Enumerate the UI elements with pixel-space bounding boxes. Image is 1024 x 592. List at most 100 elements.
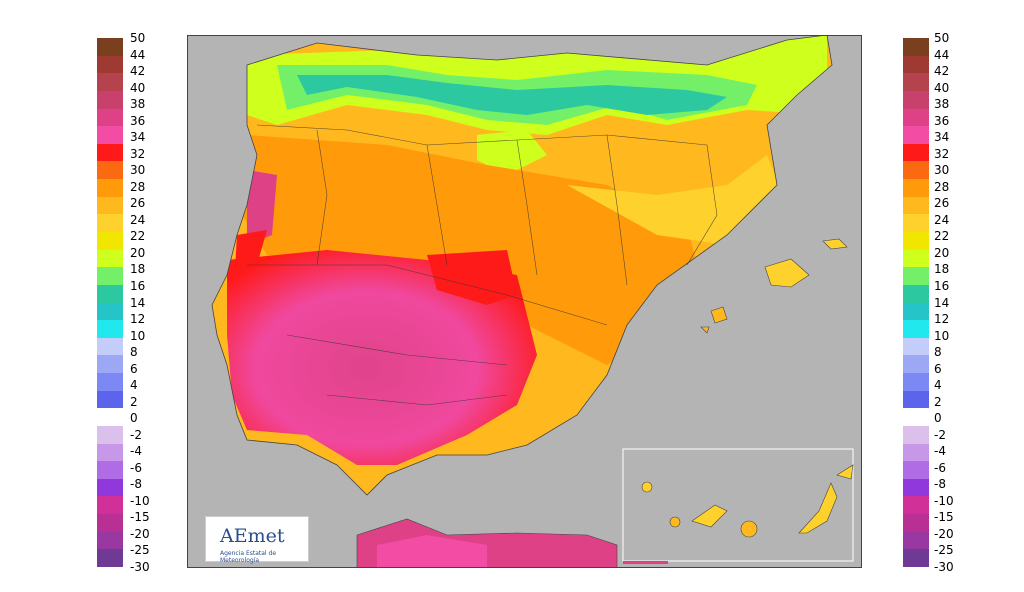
legend-label: 6 — [130, 361, 138, 376]
legend-swatch — [97, 108, 123, 127]
legend-label: 14 — [130, 295, 146, 310]
legend-swatch — [903, 108, 929, 127]
legend-swatch — [903, 179, 929, 198]
legend-swatch — [903, 302, 929, 321]
legend-label: 30 — [934, 163, 950, 178]
legend-swatch — [97, 425, 123, 445]
legend-swatch — [97, 390, 123, 409]
legend-swatch — [97, 373, 123, 392]
legend-label: 2 — [130, 394, 138, 409]
legend-label: 44 — [130, 47, 146, 62]
balearic-islands — [700, 238, 848, 334]
legend-swatch — [903, 408, 929, 427]
legend-label: 38 — [130, 97, 146, 112]
legend-swatch — [903, 249, 929, 268]
legend-label: -20 — [934, 526, 954, 541]
legend-swatch — [97, 337, 123, 356]
legend-swatch — [903, 514, 929, 533]
legend-swatch — [903, 443, 929, 462]
legend-label: 36 — [934, 113, 950, 128]
legend-swatch — [97, 478, 123, 497]
legend-swatch — [97, 443, 123, 462]
region-borders — [247, 124, 718, 406]
legend-swatch — [97, 496, 123, 515]
legend-label: 4 — [130, 378, 138, 393]
legend-label: 32 — [934, 146, 950, 161]
legend-swatch — [97, 284, 123, 303]
legend-swatch — [97, 302, 123, 321]
legend-label: 36 — [130, 113, 146, 128]
legend-swatch — [97, 38, 123, 57]
legend-label: 18 — [934, 262, 950, 277]
legend-swatch — [97, 55, 123, 74]
legend-swatch — [903, 531, 929, 550]
temperature-map — [187, 35, 862, 568]
legend-label: -6 — [130, 460, 142, 475]
legend-swatch — [903, 90, 929, 110]
legend-label: -30 — [934, 560, 954, 574]
legend-swatch — [903, 196, 929, 215]
legend-label: 40 — [130, 80, 146, 95]
legend-swatch — [903, 214, 929, 233]
legend-label: 26 — [130, 196, 146, 211]
legend-label: 28 — [934, 179, 950, 194]
legend-swatch — [97, 461, 123, 480]
legend-label: 10 — [934, 328, 950, 343]
legend-swatch — [97, 196, 123, 215]
legend-swatch — [97, 90, 123, 110]
legend-label: -6 — [934, 460, 946, 475]
legend-swatch — [903, 320, 929, 339]
legend-label: 34 — [934, 130, 950, 145]
legend-label: 14 — [934, 295, 950, 310]
legend-label: 26 — [934, 196, 950, 211]
legend-label: 24 — [130, 212, 146, 227]
legend-swatch — [903, 73, 929, 92]
legend-label: 18 — [130, 262, 146, 277]
legend-swatch — [97, 408, 123, 427]
legend-label: 4 — [934, 378, 942, 393]
legend-swatch — [903, 267, 929, 286]
legend-label: -10 — [130, 493, 150, 508]
canary-islands-inset — [622, 448, 854, 564]
legend-label: 16 — [130, 278, 146, 293]
legend-label: -10 — [934, 493, 954, 508]
legend-label: 6 — [934, 361, 942, 376]
legend-left — [97, 38, 123, 568]
legend-label: 32 — [130, 146, 146, 161]
legend-label: -20 — [130, 526, 150, 541]
legend-label: -8 — [130, 477, 142, 492]
north-africa-hot — [377, 535, 487, 568]
legend-swatch — [903, 337, 929, 356]
legend-swatch — [97, 355, 123, 374]
legend-label: 40 — [934, 80, 950, 95]
legend-label: -30 — [130, 560, 150, 574]
legend-label: -2 — [130, 427, 142, 442]
legend-label: -15 — [130, 510, 150, 525]
legend-swatch — [903, 373, 929, 392]
legend-swatch — [97, 161, 123, 180]
legend-swatch — [97, 249, 123, 268]
legend-swatch — [903, 496, 929, 515]
legend-label: 42 — [130, 64, 146, 79]
legend-label: 12 — [130, 312, 146, 327]
legend-swatch — [903, 231, 929, 251]
legend-label: 28 — [130, 179, 146, 194]
legend-label: 8 — [130, 345, 138, 360]
legend-label: 10 — [130, 328, 146, 343]
legend-label: 30 — [130, 163, 146, 178]
aemet-logo-text: AEmet — [220, 525, 285, 547]
legend-label: -4 — [130, 444, 142, 459]
legend-swatch — [903, 126, 929, 145]
legend-label: 16 — [934, 278, 950, 293]
legend-swatch — [97, 126, 123, 145]
coastline — [211, 35, 833, 496]
legend-swatch — [903, 425, 929, 445]
legend-label: 0 — [934, 411, 942, 426]
legend-swatch — [903, 390, 929, 409]
legend-label: -25 — [934, 543, 954, 558]
legend-label: 8 — [934, 345, 942, 360]
legend-label: 44 — [934, 47, 950, 62]
legend-swatch — [97, 267, 123, 286]
legend-swatch — [903, 38, 929, 57]
legend-swatch — [903, 355, 929, 374]
